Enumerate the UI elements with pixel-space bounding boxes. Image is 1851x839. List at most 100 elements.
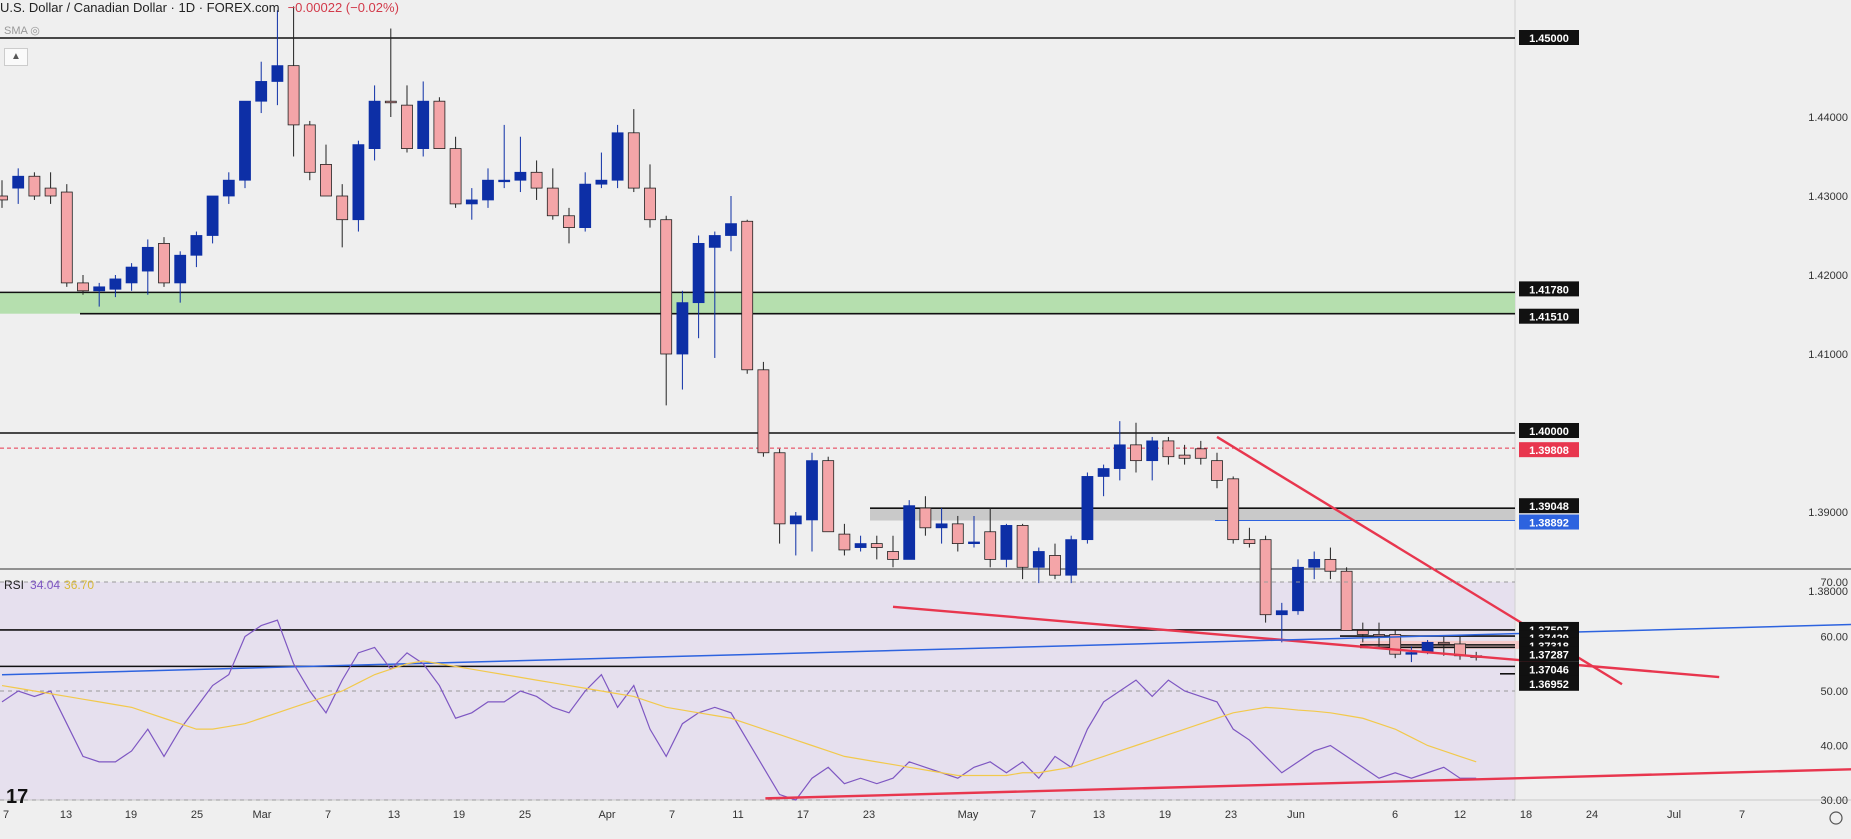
candle-body-9 — [142, 247, 153, 271]
rsi-ma-value: 36.70 — [64, 578, 94, 592]
candle-body-70 — [1131, 445, 1142, 461]
price-tick-label-3: 1.42000 — [1808, 270, 1848, 282]
candle-body-45 — [726, 224, 737, 236]
time-tick-label-3: 25 — [191, 809, 203, 821]
candle-body-5 — [78, 283, 89, 291]
candle-body-46 — [742, 221, 753, 370]
candle-body-17 — [272, 66, 283, 82]
candle-body-51 — [823, 461, 834, 532]
candle-body-21 — [337, 196, 348, 220]
candle-body-57 — [920, 508, 931, 528]
candle-body-16 — [256, 81, 267, 101]
time-tick-label-10: 7 — [669, 809, 675, 821]
candle-body-31 — [499, 180, 510, 182]
candle-body-66 — [1066, 540, 1077, 576]
candle-body-2 — [29, 176, 40, 196]
candle-body-74 — [1195, 449, 1206, 458]
candle-body-62 — [1001, 525, 1012, 559]
candle-body-8 — [126, 267, 137, 283]
indicator-legend[interactable]: SMA ◎ — [4, 24, 40, 37]
candle-body-10 — [159, 243, 170, 283]
candle-body-43 — [693, 243, 704, 302]
candle-body-12 — [191, 236, 202, 256]
price-tick-label-1: 1.39000 — [1808, 507, 1848, 519]
candle-body-3 — [45, 188, 56, 196]
candle-body-55 — [888, 552, 899, 560]
level-tag-0: 1.45000 — [1529, 33, 1569, 45]
candle-body-30 — [483, 180, 494, 200]
candle-body-24 — [385, 101, 396, 103]
candle-body-14 — [223, 180, 234, 196]
candle-body-67 — [1082, 476, 1093, 539]
candle-body-87 — [1406, 653, 1417, 655]
time-tick-label-20: 6 — [1392, 809, 1398, 821]
level-tag-6: 1.38892 — [1529, 518, 1569, 530]
candle-body-18 — [288, 66, 299, 125]
level-tag-1: 1.41780 — [1529, 284, 1569, 296]
candle-body-80 — [1293, 567, 1304, 610]
candle-body-59 — [952, 524, 963, 544]
caret-up-icon: ▲ — [11, 51, 21, 62]
candle-body-73 — [1179, 455, 1190, 458]
candle-body-25 — [402, 105, 413, 148]
level-tag-4: 1.39808 — [1529, 445, 1569, 457]
gray-resistance-zone — [870, 508, 1515, 520]
candle-body-11 — [175, 255, 186, 283]
time-tick-label-7: 19 — [453, 809, 465, 821]
candle-body-85 — [1374, 634, 1385, 636]
candle-body-19 — [304, 125, 315, 172]
rsi-tick-label-1: 40.00 — [1820, 741, 1848, 753]
candle-body-4 — [61, 192, 72, 283]
candle-body-78 — [1260, 540, 1271, 615]
candle-body-22 — [353, 145, 364, 220]
rsi-value: 34.04 — [30, 578, 60, 592]
rsi-tick-label-2: 50.00 — [1820, 686, 1848, 698]
candle-body-75 — [1212, 461, 1223, 481]
price-change: −0.00022 (−0.02%) — [288, 0, 399, 15]
chart-header: U.S. Dollar / Canadian Dollar · 1D · FOR… — [0, 0, 399, 15]
candle-body-26 — [418, 101, 429, 148]
candle-body-83 — [1341, 571, 1352, 630]
time-tick-label-12: 17 — [797, 809, 809, 821]
tradingview-logo-icon[interactable]: 17 — [6, 786, 28, 809]
candle-body-54 — [871, 544, 882, 548]
candle-body-39 — [628, 133, 639, 188]
time-tick-label-13: 23 — [863, 809, 875, 821]
candle-body-23 — [369, 101, 380, 148]
time-tick-label-5: 7 — [325, 809, 331, 821]
candle-body-56 — [904, 506, 915, 560]
time-tick-label-18: 23 — [1225, 809, 1237, 821]
symbol-title[interactable]: U.S. Dollar / Canadian Dollar · 1D · FOR… — [0, 0, 280, 15]
sma-label[interactable]: SMA — [4, 25, 27, 37]
candle-body-50 — [807, 461, 818, 520]
candle-body-6 — [94, 287, 105, 291]
rsi-legend[interactable]: RSI 34.04 36.70 — [4, 578, 94, 592]
level-tag-2: 1.41510 — [1529, 312, 1569, 324]
candle-body-28 — [450, 149, 461, 204]
candle-body-7 — [110, 279, 121, 289]
time-tick-label-23: 24 — [1586, 809, 1598, 821]
time-tick-label-21: 12 — [1454, 809, 1466, 821]
settings-gear-icon — [1830, 812, 1842, 824]
candle-body-60 — [969, 542, 980, 544]
candle-body-81 — [1309, 559, 1320, 567]
rsi-label: RSI — [4, 578, 24, 592]
candle-body-71 — [1147, 441, 1158, 461]
level-tag-11: 1.37046 — [1529, 664, 1569, 676]
candle-body-84 — [1357, 631, 1368, 635]
candle-body-42 — [677, 303, 688, 354]
candle-body-77 — [1244, 540, 1255, 544]
rsi-tick-label-0: 30.00 — [1820, 795, 1848, 807]
candle-body-69 — [1114, 445, 1125, 469]
candle-body-32 — [515, 172, 526, 180]
candle-body-61 — [985, 532, 996, 560]
green-support-zone — [0, 292, 1515, 313]
eye-hidden-icon[interactable]: ◎ — [30, 25, 40, 37]
candle-body-82 — [1325, 559, 1336, 571]
candle-body-37 — [596, 180, 607, 184]
price-tick-label-4: 1.43000 — [1808, 191, 1848, 203]
level-tag-10: 1.37287 — [1529, 649, 1569, 661]
candle-body-64 — [1033, 552, 1044, 568]
collapse-legend-button[interactable]: ▲ — [4, 48, 28, 66]
